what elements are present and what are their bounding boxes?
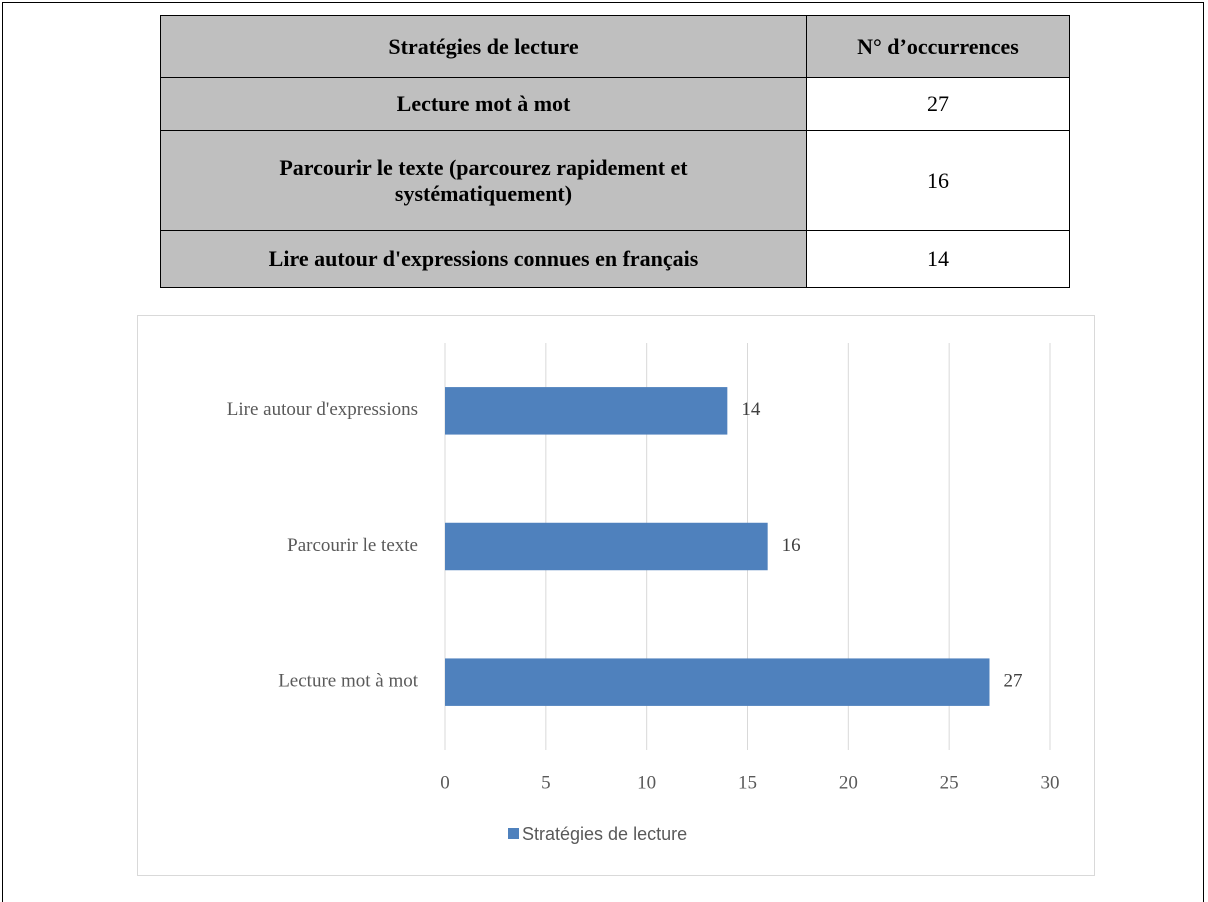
strategy-cell: Lire autour d'expressions connues en fra… — [160, 230, 807, 288]
bar — [445, 387, 728, 435]
bar — [445, 522, 768, 571]
bar — [445, 658, 990, 706]
x-tick-label: 25 — [940, 772, 959, 793]
header-cell: N° d’occurrences — [806, 15, 1070, 78]
count-cell: 27 — [806, 77, 1070, 131]
table-row: Lire autour d'expressions connues en fra… — [160, 230, 1070, 288]
y-tick-label: Lire autour d'expressions — [227, 399, 418, 420]
strategy-cell: Parcourir le texte (parcourez rapidement… — [160, 130, 807, 231]
x-tick-label: 10 — [637, 772, 656, 793]
x-tick-label: 15 — [738, 772, 757, 793]
data-label: 14 — [741, 399, 761, 420]
table-row: Lecture mot à mot 27 — [160, 77, 1070, 131]
x-tick-label: 30 — [1041, 772, 1060, 793]
x-tick-label: 5 — [541, 772, 551, 793]
strategy-table: Stratégies de lecture N° d’occurrences L… — [160, 15, 1070, 288]
x-tick-label: 20 — [839, 772, 858, 793]
strategy-cell: Lecture mot à mot — [160, 77, 807, 131]
data-label: 27 — [1004, 671, 1023, 692]
data-label: 16 — [782, 535, 801, 556]
header-cell: Stratégies de lecture — [160, 15, 807, 78]
y-tick-label: Lecture mot à mot — [278, 671, 419, 692]
table-row: Parcourir le texte (parcourez rapidement… — [160, 130, 1070, 231]
legend-swatch — [508, 828, 519, 839]
legend-label: Stratégies de lecture — [522, 824, 687, 844]
y-tick-label: Parcourir le texte — [287, 535, 418, 556]
x-tick-label: 0 — [440, 772, 450, 793]
table-header: Stratégies de lecture N° d’occurrences — [160, 15, 1070, 78]
count-cell: 14 — [806, 230, 1070, 288]
